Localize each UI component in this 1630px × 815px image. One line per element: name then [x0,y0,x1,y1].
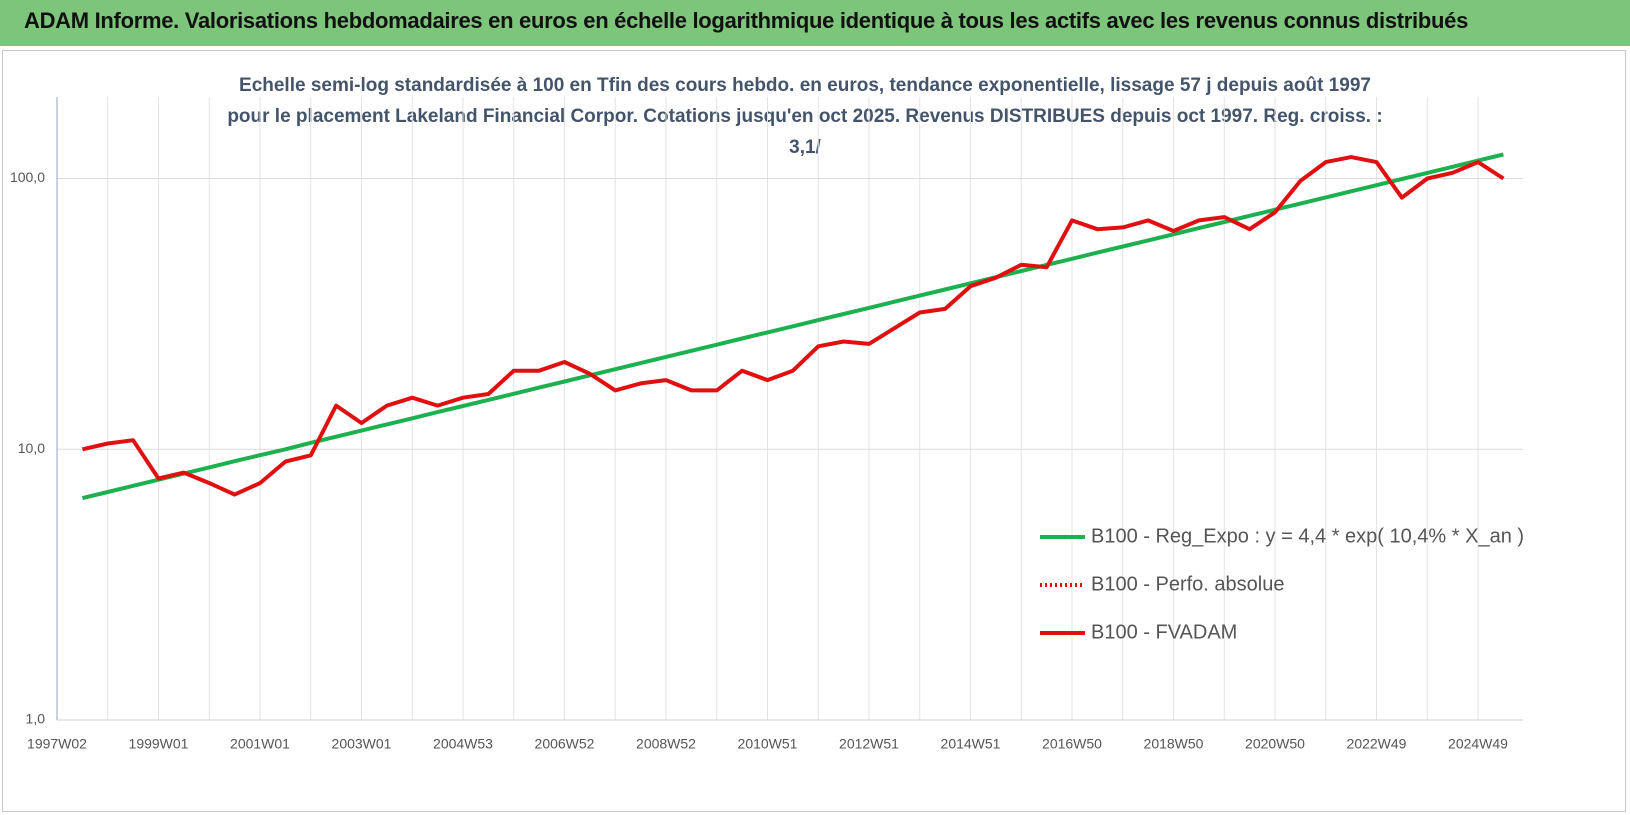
frame [2,50,1626,812]
x-tick-label: 2014W51 [941,736,1001,752]
x-tick-label: 2010W51 [738,736,798,752]
x-tick-label: 2024W49 [1448,736,1508,752]
x-tick-label: 2018W50 [1144,736,1204,752]
x-tick-label: 2001W01 [230,736,290,752]
x-tick-label: 2006W52 [535,736,595,752]
x-tick-label: 2004W53 [433,736,493,752]
legend-label: B100 - FVADAM [1091,621,1237,643]
series-line [81,155,1505,497]
chart-title: Echelle semi-log standardisée à 100 en T… [227,75,1383,158]
y-tick-label: 10,0 [18,440,45,456]
legend-label: B100 - Reg_Expo : y = 4,4 * exp( 10,4% *… [1091,525,1524,547]
x-tick-label: 2003W01 [332,736,392,752]
x-tick-label: 1999W01 [129,736,189,752]
x-tick-label: 2012W51 [839,736,899,752]
x-tick-label: 2020W50 [1245,736,1305,752]
x-tick-label: 2008W52 [636,736,696,752]
x-tick-label: 1997W02 [27,736,87,752]
y-tick-label: 1,0 [26,711,46,727]
series-line [81,152,1504,501]
header-bar: ADAM Informe. Valorisations hebdomadaire… [0,0,1630,46]
legend-label: B100 - Perfo. absolue [1091,573,1284,595]
header-title: ADAM Informe. Valorisations hebdomadaire… [24,8,1469,33]
y-tick-label: 100,0 [10,169,45,185]
x-tick-label: 2022W49 [1347,736,1407,752]
x-tick-label: 2016W50 [1042,736,1102,752]
